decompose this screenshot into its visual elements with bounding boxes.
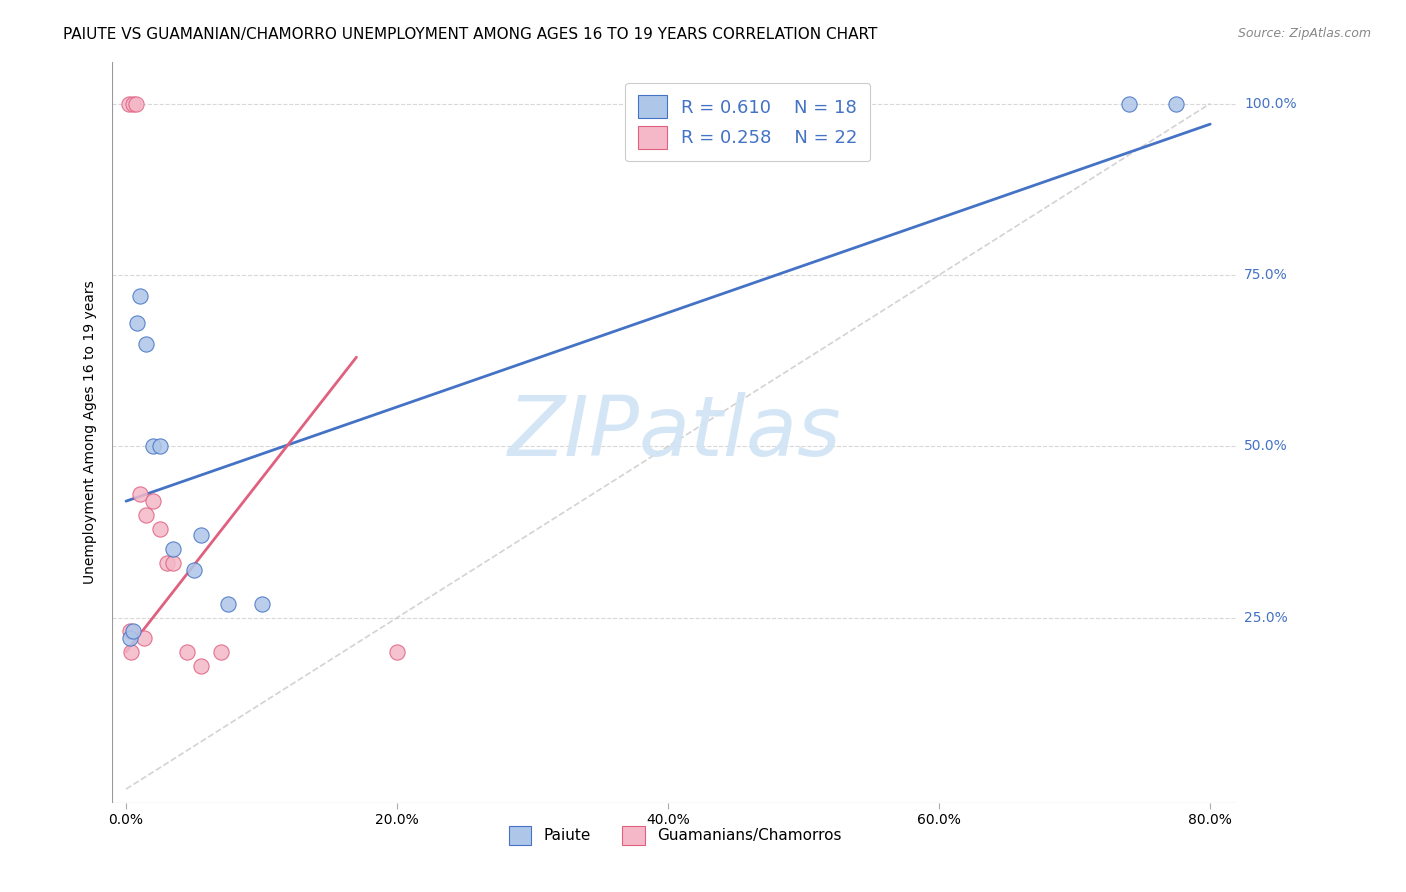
Point: [128, 487, 150, 501]
Point: [128, 288, 150, 302]
Point: [124, 96, 146, 111]
Text: 75.0%: 75.0%: [1244, 268, 1288, 282]
Point: [217, 597, 239, 611]
Point: [121, 624, 143, 639]
Point: [176, 645, 198, 659]
Text: PAIUTE VS GUAMANIAN/CHAMORRO UNEMPLOYMENT AMONG AGES 16 TO 19 YEARS CORRELATION : PAIUTE VS GUAMANIAN/CHAMORRO UNEMPLOYMEN…: [63, 27, 877, 42]
Point: [120, 645, 142, 659]
Text: Source: ZipAtlas.com: Source: ZipAtlas.com: [1237, 27, 1371, 40]
Text: 50.0%: 50.0%: [1244, 440, 1288, 453]
Point: [209, 645, 232, 659]
Text: 100.0%: 100.0%: [1244, 96, 1296, 111]
Point: [125, 316, 148, 330]
Point: [118, 96, 141, 111]
Point: [120, 632, 142, 646]
Point: [135, 336, 157, 351]
Point: [120, 624, 142, 639]
Text: ZIPatlas: ZIPatlas: [508, 392, 842, 473]
Point: [142, 494, 165, 508]
Point: [149, 439, 172, 453]
Point: [385, 645, 408, 659]
Y-axis label: Unemployment Among Ages 16 to 19 years: Unemployment Among Ages 16 to 19 years: [83, 281, 97, 584]
Point: [142, 439, 165, 453]
Point: [156, 556, 179, 570]
Point: [190, 528, 212, 542]
Point: [162, 542, 184, 557]
Legend: R = 0.610    N = 18, R = 0.258    N = 22: R = 0.610 N = 18, R = 0.258 N = 22: [626, 83, 870, 161]
Point: [250, 597, 273, 611]
Point: [132, 632, 155, 646]
Text: 25.0%: 25.0%: [1244, 611, 1288, 624]
Point: [149, 522, 172, 536]
Point: [121, 96, 143, 111]
Point: [135, 508, 157, 522]
Point: [162, 556, 184, 570]
Point: [183, 563, 205, 577]
Point: [190, 658, 212, 673]
Point: [1166, 96, 1188, 111]
Point: [1118, 96, 1140, 111]
